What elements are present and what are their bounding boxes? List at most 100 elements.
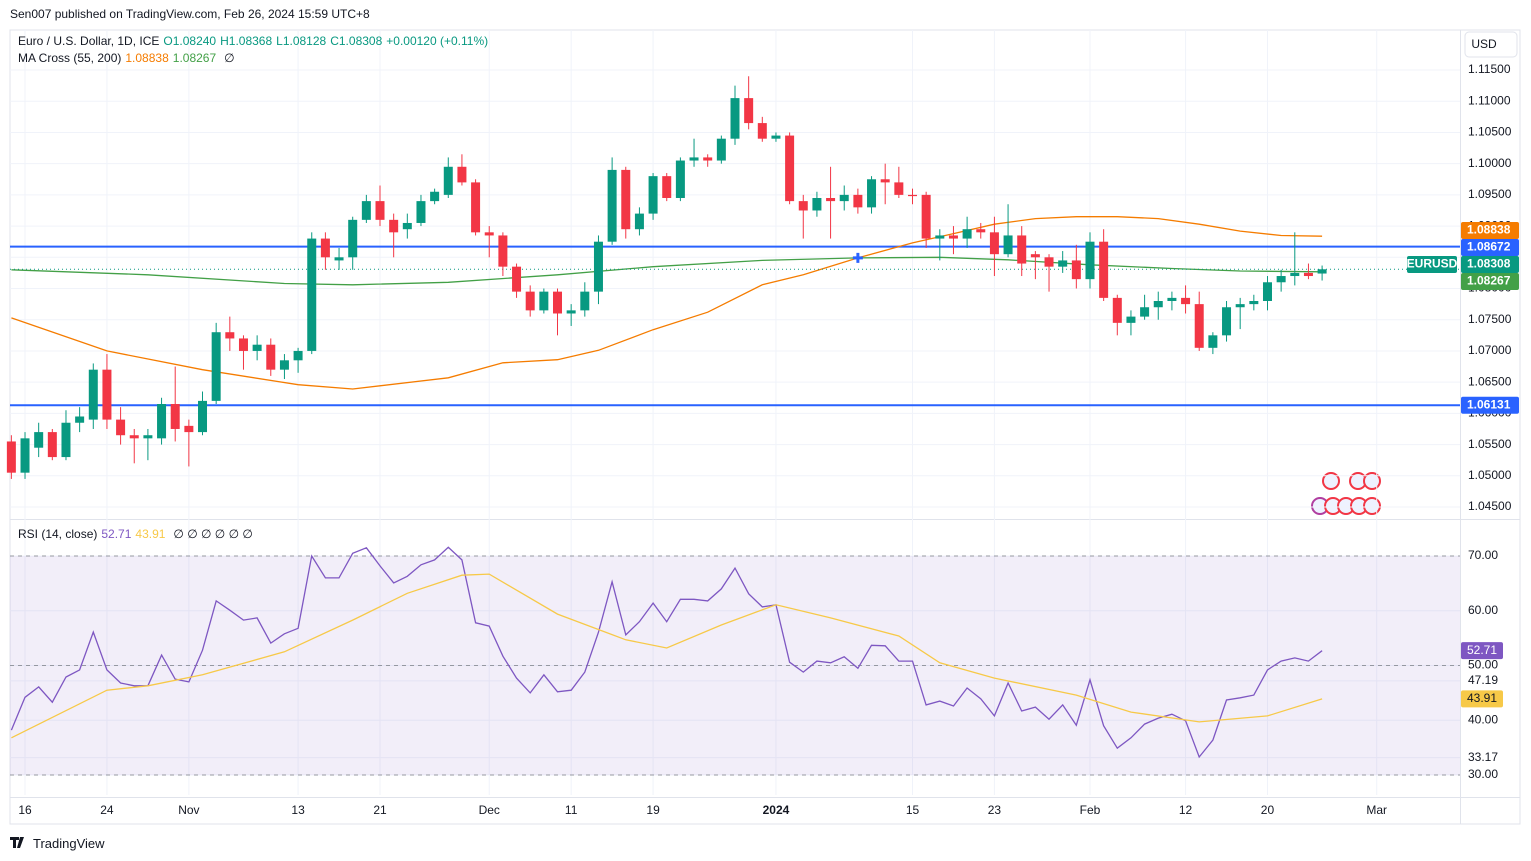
candle-body [61, 422, 71, 458]
candle-body [962, 229, 972, 239]
candle-body [75, 416, 85, 423]
candle-body [935, 235, 945, 239]
rsi-line [10, 546, 1323, 759]
candle-body [580, 291, 590, 311]
candle-body [1112, 297, 1122, 323]
event-icon[interactable] [1363, 497, 1381, 515]
event-icon[interactable] [1322, 472, 1340, 490]
currency-button[interactable] [1464, 31, 1518, 58]
candle-body [1194, 304, 1204, 348]
x-tick-label: 15 [906, 803, 920, 817]
x-tick-label: 21 [373, 803, 387, 817]
candle-body [757, 123, 767, 139]
candle-body [826, 197, 836, 202]
price-axis-box-label: 1.08672 [1467, 240, 1511, 254]
price-axis-box-label: 1.08267 [1467, 274, 1511, 288]
candle-body [880, 179, 890, 183]
rsi-axis-box-label: 43.91 [1467, 691, 1497, 705]
legend-icon[interactable]: ∅ ∅ ∅ ∅ ∅ ∅ [173, 527, 253, 541]
candle-body [607, 169, 617, 242]
candle-body [525, 291, 535, 311]
candle-body [512, 266, 522, 292]
price-axis-box [1461, 238, 1519, 256]
y-tick-label: 33.17 [1468, 750, 1498, 764]
candle-body [1017, 235, 1027, 264]
event-icon[interactable] [1363, 472, 1381, 490]
price-axis-box-label: 1.08308 [1467, 257, 1511, 271]
event-icons[interactable] [1311, 472, 1381, 515]
candle-body [1276, 276, 1286, 283]
price-axis-box [1461, 396, 1519, 414]
candle-body [320, 238, 330, 258]
candle-body [662, 176, 672, 198]
ohlc-item: H1.08368 [220, 34, 273, 48]
candle-body [812, 197, 822, 211]
candle-body [198, 400, 208, 433]
candle-body [689, 157, 699, 161]
y-tick-label: 1.05500 [1468, 437, 1512, 451]
candle-body [1262, 282, 1272, 302]
candle-body [1126, 316, 1136, 323]
candle-body [867, 179, 877, 208]
candle-body [307, 238, 317, 351]
rsi-value: 52.71 [101, 527, 132, 541]
rsi-axis-box [1461, 642, 1503, 660]
candle-body [675, 160, 685, 198]
x-tick-label: 16 [18, 803, 32, 817]
candle-body [1167, 297, 1177, 302]
candle-body [553, 291, 563, 314]
candle-body [102, 369, 112, 420]
ma-value: 1.08838 [125, 51, 169, 65]
y-tick-label: 40.00 [1468, 712, 1498, 726]
y-tick-label: 1.05000 [1468, 468, 1512, 482]
candle-body [402, 222, 412, 230]
candle-body [907, 194, 917, 197]
candle-body [170, 404, 180, 429]
rsi-title: RSI (14, close) [18, 527, 98, 541]
candle-body [839, 194, 849, 202]
ohlc-item: L1.08128 [276, 34, 327, 48]
candle-body [1181, 297, 1191, 305]
main-legend: Euro / U.S. Dollar, 1D, ICE O1.08240 H1.08… [18, 34, 496, 48]
candle-body [334, 257, 344, 261]
moving-average [11, 216, 1323, 390]
ohlc-item: O1.08240 [163, 34, 217, 48]
candle-body [730, 98, 740, 139]
candle-body [252, 344, 262, 351]
candle-body [88, 369, 98, 420]
y-tick-label: 1.04500 [1468, 499, 1512, 513]
legend-icon[interactable]: ∅ [224, 51, 235, 65]
symbol-tag [1407, 255, 1457, 273]
candle-body [375, 201, 385, 220]
candle-body [1153, 301, 1163, 308]
candle-body [430, 191, 440, 202]
y-tick-label: 30.00 [1468, 767, 1498, 781]
currency-button-label[interactable]: USD [1471, 37, 1497, 51]
candle-body [1222, 307, 1232, 336]
candle-body [34, 432, 44, 448]
ma-legend: MA Cross (55, 200) 1.08838 1.08267 ∅ [18, 51, 239, 65]
candle-body [716, 138, 726, 161]
candle-body [948, 235, 958, 239]
candle-body [593, 241, 603, 292]
candle-body [1085, 241, 1095, 280]
y-tick-label: 1.11500 [1468, 62, 1511, 76]
x-tick-label: 24 [100, 803, 114, 817]
x-tick-label: 20 [1261, 803, 1275, 817]
candle-body [1208, 335, 1218, 348]
candle-body [648, 176, 658, 214]
logo [10, 837, 24, 848]
price-axis-box-label: 1.08838 [1467, 223, 1511, 237]
candle-body [266, 344, 276, 370]
rsi-legend: RSI (14, close) 52.71 43.91 ∅ ∅ ∅ ∅ ∅ ∅ [18, 527, 257, 541]
candle-body [1003, 235, 1013, 255]
candle-body [634, 213, 644, 230]
price-axis-box-label: 1.06131 [1467, 397, 1511, 411]
candle-body [238, 338, 248, 351]
symbol-tag-label: EURUSD [1407, 257, 1458, 271]
candle-body [785, 135, 795, 202]
price-axis-box [1461, 221, 1519, 239]
y-tick-label: 1.09500 [1468, 187, 1512, 201]
candle-body [771, 135, 781, 139]
